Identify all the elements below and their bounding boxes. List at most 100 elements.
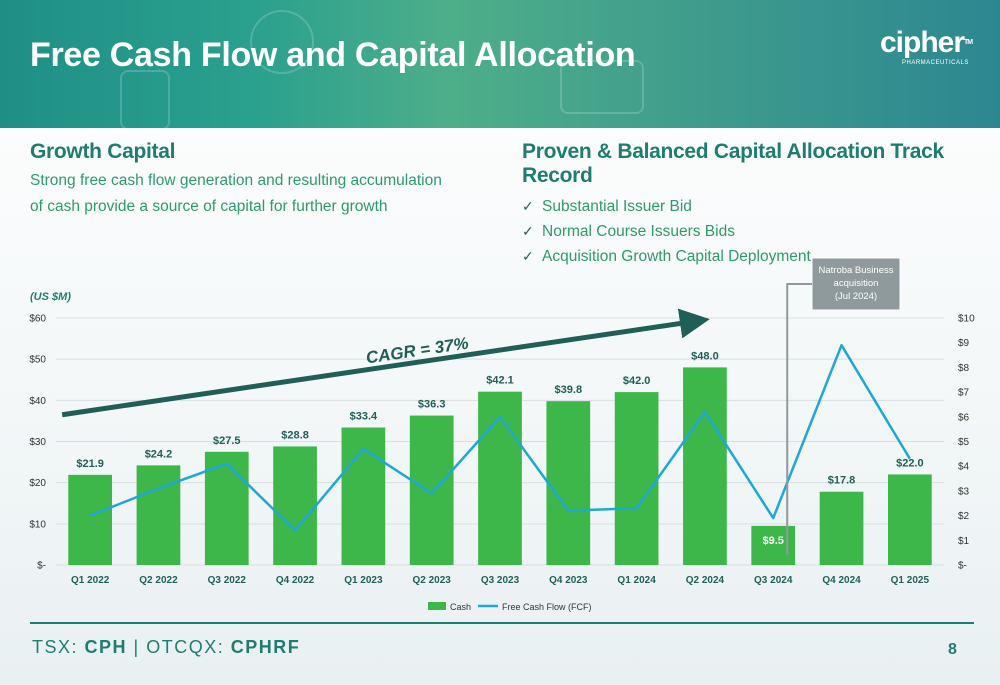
checkmark-icon: ✓ <box>522 248 534 264</box>
tsx-ticker: CPH <box>84 637 128 657</box>
list-item: ✓ Substantial Issuer Bid <box>522 194 982 219</box>
bar-value-label: $39.8 <box>555 384 583 396</box>
page-number: 8 <box>948 641 957 658</box>
growth-capital-line-2: of cash provide a source of capital for … <box>30 198 388 215</box>
bar-cash <box>204 451 249 565</box>
track-record-title: Proven & Balanced Capital Allocation Tra… <box>522 140 944 187</box>
cagr-arrow <box>61 308 710 418</box>
y-tick-right: $5 <box>958 437 970 448</box>
x-tick-label: Q4 2024 <box>822 575 861 586</box>
page-title: Free Cash Flow and Capital Allocation <box>30 36 636 74</box>
bar-cash <box>683 367 727 565</box>
y-tick-right: $- <box>958 561 967 572</box>
bar-value-label: $21.9 <box>76 458 104 470</box>
bar-value-label: $42.1 <box>486 375 514 387</box>
x-tick-label: Q2 2024 <box>686 575 725 586</box>
list-item-label: Normal Course Issuers Bids <box>542 223 735 240</box>
logo-trademark: TM <box>964 39 973 46</box>
list-item-label: Substantial Issuer Bid <box>542 198 692 215</box>
x-tick-label: Q3 2024 <box>754 575 793 586</box>
bar-cash <box>887 474 932 565</box>
bar-cash <box>546 401 591 565</box>
x-tick-label: Q2 2022 <box>139 575 178 586</box>
growth-capital-title: Growth Capital <box>30 140 176 163</box>
x-tick-label: Q3 2022 <box>208 575 247 586</box>
bar-value-label: $27.5 <box>213 435 241 447</box>
otcqx-ticker: CPHRF <box>230 637 301 657</box>
ticker-separator: | OTCQX: <box>127 637 231 657</box>
y-tick-left: $10 <box>29 519 46 530</box>
y-tick-right: $9 <box>958 338 970 349</box>
legend-label-fcf: Free Cash Flow (FCF) <box>502 602 592 612</box>
bar-cash <box>136 465 181 565</box>
bar-value-label: $42.0 <box>623 375 651 387</box>
decor-frame <box>560 60 644 114</box>
bar-value-label: $22.0 <box>896 457 924 469</box>
x-tick-label: Q1 2024 <box>617 575 656 586</box>
y-tick-left: $20 <box>29 478 46 489</box>
y-tick-right: $10 <box>958 314 975 325</box>
bar-value-label: $9.5 <box>763 535 784 547</box>
annotation-box <box>811 257 901 311</box>
annotation-line: (Jul 2024) <box>835 291 877 302</box>
x-tick-label: Q1 2022 <box>71 575 110 586</box>
x-tick-label: Q3 2023 <box>481 575 520 586</box>
y-tick-right: $7 <box>958 388 970 399</box>
y-tick-right: $3 <box>958 486 970 497</box>
y-tick-right: $1 <box>958 536 970 547</box>
fcf-line <box>89 343 911 532</box>
bar-cash <box>409 415 454 565</box>
list-item-label: Acquisition Growth Capital Deployment <box>542 248 811 265</box>
growth-capital-section: Growth Capital Strong free cash flow gen… <box>30 140 480 220</box>
header-banner: Free Cash Flow and Capital Allocation ci… <box>0 0 1000 128</box>
bar-value-label: $28.8 <box>281 429 309 441</box>
y-tick-right: $6 <box>958 412 970 423</box>
bar-cash <box>819 491 864 565</box>
chart-canvas: (US $M) $- $10 $20 $30 $40 $50 $60 $- $1 $2 $3 $4 $… <box>29 257 975 612</box>
tsx-prefix: TSX: <box>32 637 85 657</box>
checkmark-icon: ✓ <box>522 198 534 214</box>
list-item: ✓ Acquisition Growth Capital Deployment <box>522 244 982 269</box>
y-tick-left: $60 <box>29 314 46 325</box>
x-tick-label: Q1 2025 <box>891 575 930 586</box>
company-logo: cipherTM PHARMACEUTICALS <box>880 28 980 67</box>
footer-divider <box>30 622 974 624</box>
bar-value-label: $24.2 <box>145 448 173 460</box>
y-tick-left: $30 <box>29 437 46 448</box>
annotation-line: Natroba Business <box>819 265 894 276</box>
growth-capital-line-1: Strong free cash flow generation and res… <box>30 172 442 189</box>
y-tick-right: $4 <box>958 462 970 473</box>
track-record-section: Proven & Balanced Capital Allocation Tra… <box>522 140 982 269</box>
bar-value-label: $33.4 <box>350 411 378 423</box>
bar-value-label: $17.8 <box>828 475 856 487</box>
y-tick-right: $2 <box>958 511 970 522</box>
bar-value-label: $48.0 <box>691 350 719 362</box>
checkmark-icon: ✓ <box>522 223 534 239</box>
ticker-symbols: TSX: CPH | OTCQX: CPHRF <box>32 637 300 658</box>
x-tick-label: Q4 2022 <box>276 575 315 586</box>
x-tick-label: Q1 2023 <box>344 575 383 586</box>
y-tick-right: $8 <box>958 363 970 374</box>
growth-capital-description: Strong free cash flow generation and res… <box>30 168 480 220</box>
unit-label: (US $M) <box>30 291 71 303</box>
y-tick-left: $40 <box>29 396 46 407</box>
bar-cash <box>478 391 522 565</box>
logo-subtitle: PHARMACEUTICALS <box>902 60 969 66</box>
legend-swatch-cash <box>428 602 446 610</box>
track-record-list: ✓ Substantial Issuer Bid ✓ Normal Course I… <box>522 194 982 269</box>
bar-cash <box>273 446 317 565</box>
y-tick-left: $50 <box>29 355 46 366</box>
bar-cash <box>68 474 113 565</box>
x-tick-label: Q4 2023 <box>549 575 588 586</box>
x-tick-label: Q2 2023 <box>413 575 452 586</box>
decor-frame <box>250 10 314 74</box>
decor-frame <box>120 70 170 128</box>
y-tick-left: $- <box>37 561 46 572</box>
bar-value-label: $36.3 <box>418 399 446 411</box>
chart-legend: Cash Free Cash Flow (FCF) <box>428 602 592 612</box>
cash-fcf-chart: (US $M) $- $10 $20 $30 $40 $50 $60 $- $1 $2 $3 $4 $… <box>0 250 1000 627</box>
list-item: ✓ Normal Course Issuers Bids <box>522 219 982 244</box>
bar-cash <box>614 392 659 565</box>
annotation-line: acquisition <box>834 278 879 289</box>
acquisition-annotation: Natroba Business acquisition (Jul 2024) <box>786 257 901 555</box>
